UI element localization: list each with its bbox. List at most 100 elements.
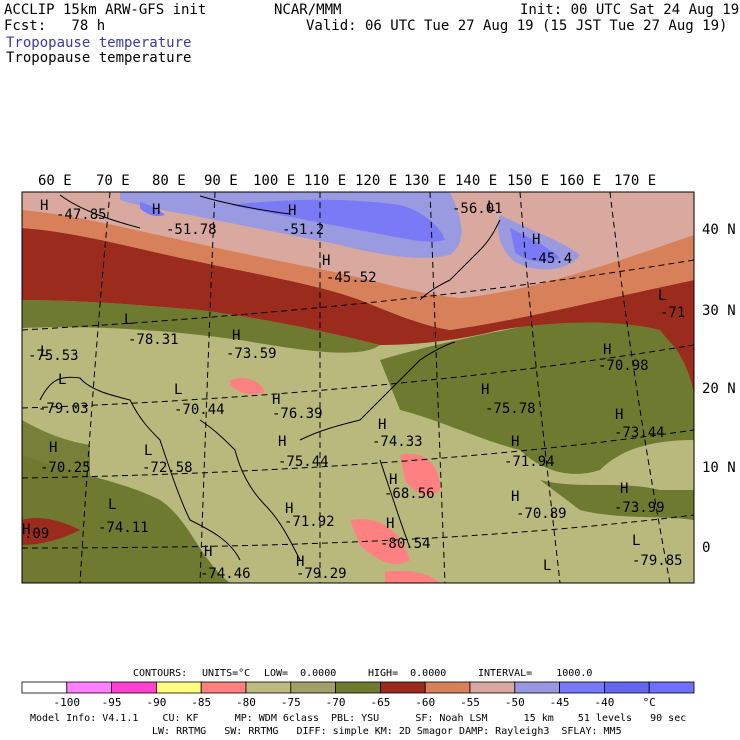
marker-value: -68.56 [384,486,435,502]
marker-value: -70.25 [40,460,91,476]
colorbar-swatch [155,681,202,694]
marker-value: -45.4 [530,251,572,267]
colorbar: -100 -95 -90 -85 -80 -75 -70 -65 -60 -55 -50 -45 -40… [21,681,695,709]
colorbar-swatch [335,681,381,694]
low-marker: L [144,443,152,459]
high-marker: H [511,434,519,450]
high-marker: H [296,554,304,570]
high-marker: H [386,516,394,532]
colorbar-tick-label: -70 [326,696,346,709]
marker-value: -74.46 [200,566,251,582]
longitude-label: 70 E [96,173,130,189]
low-marker: L [658,288,666,304]
marker-value: -45.52 [326,270,377,286]
high-marker: H [511,489,519,505]
longitude-label: 130 E [404,173,446,189]
low-label: LOW= 0.0000 [264,668,337,679]
low-marker: L [108,497,116,513]
footer-physics-info: LW: RRTMG SW: RRTMG DIFF: simple KM: 2D … [152,726,622,737]
low-marker: L [174,382,182,398]
marker-value: -75.44 [278,454,329,470]
field-name-secondary: Tropopause temperature [6,50,192,66]
high-marker: H [232,328,240,344]
marker-value: -73.44 [614,425,665,441]
high-marker: H [615,407,623,423]
marker-value: -74.11 [98,520,149,536]
colorbar-swatch [66,681,113,694]
colorbar-swatch [648,681,695,694]
marker-value: -76.39 [272,406,323,422]
forecast-hour: Fcst: 78 h [4,18,106,34]
colorbar-tick-label: -60 [415,696,435,709]
high-marker: H [532,232,540,248]
marker-value: -70.44 [174,402,225,418]
latitude-label: 20 N [702,381,736,397]
colorbar-tick-label: -90 [146,696,166,709]
longitude-label: 110 E [304,173,346,189]
marker-value: -79.85 [632,553,683,569]
low-marker: L [124,312,132,328]
low-marker: L [632,533,640,549]
colorbar-tick-label: °C [643,696,656,709]
high-marker: H [288,203,296,219]
latitude-label: 40 N [702,222,736,238]
high-marker: H [272,392,280,408]
marker-value: -51.2 [282,222,324,238]
units-label: UNITS=°C [202,668,251,679]
longitude-label: 120 E [355,173,397,189]
marker-value: -71.92 [284,514,335,530]
colorbar-swatch [559,681,605,694]
graticule [22,192,694,583]
colorbar-tick-label: -85 [191,696,211,709]
marker-value: -51.78 [166,222,217,238]
colorbar-swatch [290,681,336,694]
high-marker: H [378,417,386,433]
colorbar-tick-label: -55 [460,696,480,709]
marker-value: -79.29 [296,566,347,582]
colorbar-swatch [200,681,247,694]
high-marker: H [481,382,489,398]
low-marker: L [487,199,495,215]
marker-value: -70.89 [516,506,567,522]
colorbar-tick-label: -75 [281,696,301,709]
marker-value: -72.58 [142,460,193,476]
marker-value: -71 [660,305,685,321]
colorbar-tick-label: -65 [370,696,390,709]
high-marker: H [620,481,628,497]
longitude-label: 140 E [455,173,497,189]
marker-value: -79.03 [38,401,89,417]
interval-label: INTERVAL= 1000.0 [478,668,593,679]
high-marker: H [22,522,30,538]
marker-value: -75.78 [485,401,536,417]
valid-time: Valid: 06 UTC Tue 27 Aug 19 (15 JST Tue … [306,18,728,34]
colorbar-swatch [469,681,516,694]
longitude-label: 160 E [559,173,601,189]
model-title: ACCLIP 15km ARW-GFS init [4,2,207,18]
marker-value: -56.01 [452,201,503,217]
marker-value: -74.33 [372,434,423,450]
latitude-labels: 40 N 30 N 20 N 10 N 0 [702,222,736,556]
colorbar-tick-label: -100 [54,696,81,709]
colorbar-tick-label: -80 [236,696,256,709]
latitude-label: 10 N [702,460,736,476]
longitude-label: 170 E [614,173,656,189]
high-marker: H [322,253,330,269]
latitude-label: 30 N [702,303,736,319]
coastlines [39,194,501,561]
marker-value: -78.31 [128,332,179,348]
colorbar-tick-label: -95 [102,696,122,709]
low-marker: L [543,558,551,574]
org-label: NCAR/MMM [274,2,342,18]
pressure-markers: H-47.85 H-51.78H-51.2L-56.01H-45.52H-45.4… [22,198,685,582]
latitude-label: 0 [702,540,710,556]
marker-value: -73.59 [226,346,277,362]
high-marker: H [152,202,160,218]
longitude-label: 100 E [253,173,295,189]
marker-value: .09 [24,526,49,542]
low-marker: L [58,372,66,388]
colorbar-tick-label: -50 [505,696,525,709]
colorbar-swatch [379,681,426,694]
marker-value: -71.94 [504,454,555,470]
colorbar-swatch [111,681,157,694]
